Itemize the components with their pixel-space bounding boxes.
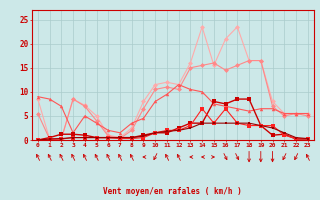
Text: Vent moyen/en rafales ( km/h ): Vent moyen/en rafales ( km/h ) [103,187,242,196]
